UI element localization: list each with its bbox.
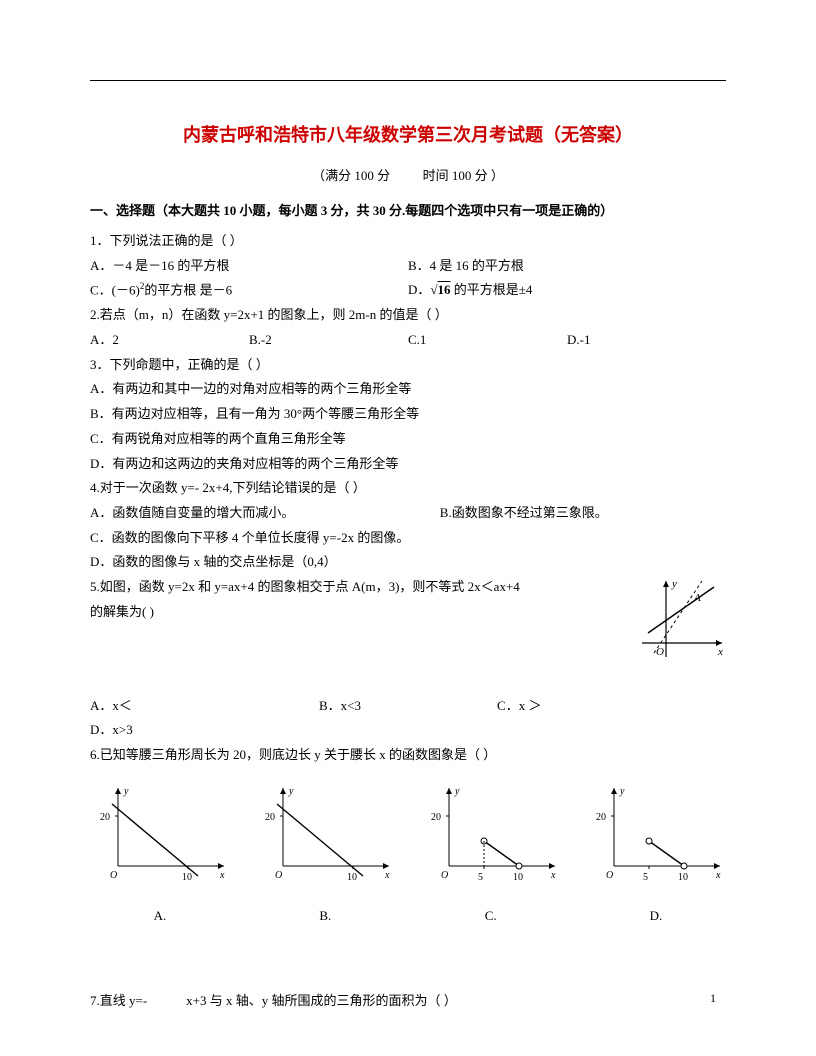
q3-opt-b: B．有两边对应相等，且有一角为 30°两个等腰三角形全等 [90, 402, 726, 427]
time-limit: 时间 100 分 ） [423, 168, 504, 183]
question-6: 6.已知等腰三角形周长为 20，则底边长 y 关于腰长 x 的函数图象是（ ） … [90, 743, 726, 929]
q7-stem-pre: 7.直线 y=- [90, 993, 147, 1008]
q5-figure: A O x y [634, 575, 726, 670]
question-2: 2.若点（m，n）在函数 y=2x+1 的图象上，则 2m-n 的值是（ ） A… [90, 303, 726, 352]
q2-stem: 2.若点（m，n）在函数 y=2x+1 的图象上，则 2m-n 的值是（ ） [90, 303, 726, 328]
svg-text:20: 20 [596, 812, 606, 823]
svg-text:O: O [656, 646, 664, 658]
q6-opt-b: B. [255, 904, 395, 929]
q2-opt-d: D.-1 [567, 328, 726, 353]
svg-text:y: y [123, 786, 129, 797]
svg-text:O: O [110, 870, 117, 881]
q5-opt-d: D．x>3 [90, 718, 726, 743]
q6-stem: 6.已知等腰三角形周长为 20，则底边长 y 关于腰长 x 的函数图象是（ ） [90, 743, 726, 768]
q6-graph-2: Ox y 20 5 10 [421, 780, 561, 890]
svg-text:y: y [288, 786, 294, 797]
question-5-options: A．x＜ B．x<3 C．x ＞ D．x>3 [90, 694, 726, 743]
q6-graph-3: Ox y 20 5 10 [586, 780, 726, 890]
q4-stem: 4.对于一次函数 y=- 2x+4,下列结论错误的是（ ） [90, 476, 726, 501]
q7-stem-post: x+3 与 x 轴、y 轴所围成的三角形的面积为（ ） [186, 993, 457, 1008]
q6-opt-a: A. [90, 904, 230, 929]
q5-opt-a: A．x＜ [90, 694, 319, 719]
q3-stem: 3．下列命题中，正确的是（ ） [90, 353, 726, 378]
q2-opt-b: B.-2 [249, 328, 408, 353]
q5-line2: 的解集为( ) [90, 600, 622, 625]
svg-text:20: 20 [265, 812, 275, 823]
question-1: 1．下列说法正确的是（ ） A．－4 是－16 的平方根 B．4 是 16 的平… [90, 229, 726, 303]
q1-stem: 1．下列说法正确的是（ ） [90, 229, 726, 254]
question-4: 4.对于一次函数 y=- 2x+4,下列结论错误的是（ ） A．函数值随自变量的… [90, 476, 726, 575]
svg-text:y: y [671, 578, 677, 590]
q6-graph-1: Ox y 20 10 [255, 780, 395, 890]
svg-text:10: 10 [513, 872, 523, 883]
svg-text:10: 10 [678, 872, 688, 883]
svg-text:x: x [550, 870, 556, 881]
q1-opt-c: C．(－6)2的平方根 是－6 [90, 278, 408, 303]
q5-line1: 5.如图，函数 y=2x 和 y=ax+4 的图象相交于点 A(m，3)，则不等… [90, 575, 622, 600]
svg-text:20: 20 [100, 812, 110, 823]
q6-opt-c: C. [421, 904, 561, 929]
q1-opt-a: A．－4 是－16 的平方根 [90, 254, 408, 279]
q3-opt-c: C．有两锐角对应相等的两个直角三角形全等 [90, 427, 726, 452]
q4-opt-a: A．函数值随自变量的增大而减小。 [90, 501, 440, 526]
question-7: 7.直线 y=- x+3 与 x 轴、y 轴所围成的三角形的面积为（ ） [90, 989, 726, 1014]
q2-opt-c: C.1 [408, 328, 567, 353]
exam-subtitle: （满分 100 分 时间 100 分 ） [90, 165, 726, 184]
section-1-heading: 一、选择题（本大题共 10 小题，每小题 3 分，共 30 分.每题四个选项中只… [90, 200, 726, 219]
svg-text:5: 5 [478, 872, 483, 883]
q6-graph-0: Ox y 20 10 [90, 780, 230, 890]
q4-opt-d: D．函数的图像与 x 轴的交点坐标是（0,4） [90, 550, 726, 575]
exam-title: 内蒙古呼和浩特市八年级数学第三次月考试题（无答案） [90, 121, 726, 147]
q6-opt-d: D. [586, 904, 726, 929]
svg-text:O: O [606, 870, 613, 881]
top-rule [90, 80, 726, 81]
q5-opt-c: C．x ＞ [497, 694, 541, 719]
svg-text:O: O [441, 870, 448, 881]
question-3: 3．下列命题中，正确的是（ ） A．有两边和其中一边的对角对应相等的两个三角形全… [90, 353, 726, 476]
svg-text:20: 20 [431, 812, 441, 823]
svg-text:10: 10 [347, 872, 357, 883]
svg-text:x: x [219, 870, 225, 881]
svg-text:A: A [693, 592, 701, 604]
q1-opt-b: B．4 是 16 的平方根 [408, 254, 726, 279]
q4-opt-b: B.函数图象不经过第三象限。 [440, 501, 608, 526]
full-score: （满分 100 分 [312, 168, 390, 183]
q2-opt-a: A．2 [90, 328, 249, 353]
svg-text:y: y [454, 786, 460, 797]
q3-opt-a: A．有两边和其中一边的对角对应相等的两个三角形全等 [90, 377, 726, 402]
q4-opt-c: C．函数的图像向下平移 4 个单位长度得 y=-2x 的图像。 [90, 526, 726, 551]
question-5: 5.如图，函数 y=2x 和 y=ax+4 的图象相交于点 A(m，3)，则不等… [90, 575, 726, 670]
q1-opt-d: D．√16 的平方根是±4 [408, 278, 726, 303]
page-number: 1 [710, 991, 716, 1006]
svg-text:5: 5 [643, 872, 648, 883]
svg-text:y: y [619, 786, 625, 797]
svg-text:O: O [275, 870, 282, 881]
svg-text:10: 10 [182, 872, 192, 883]
svg-text:x: x [384, 870, 390, 881]
q3-opt-d: D．有两边和这两边的夹角对应相等的两个三角形全等 [90, 452, 726, 477]
q5-opt-b: B．x<3 [319, 694, 497, 719]
svg-text:x: x [715, 870, 721, 881]
svg-text:x: x [717, 646, 723, 658]
